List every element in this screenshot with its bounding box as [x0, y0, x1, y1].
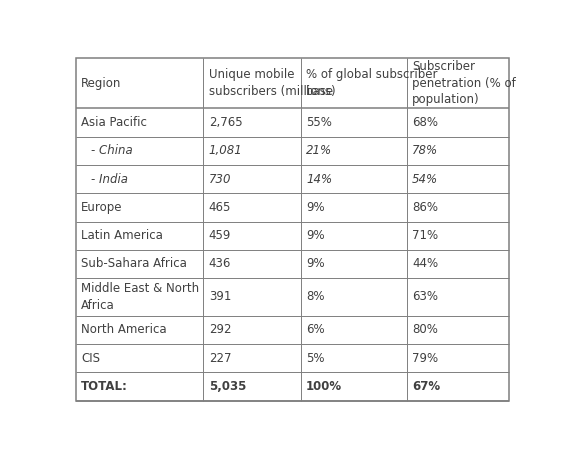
Text: 292: 292: [209, 323, 231, 336]
Text: Region: Region: [81, 77, 121, 90]
Text: Sub-Sahara Africa: Sub-Sahara Africa: [81, 257, 187, 271]
Text: Europe: Europe: [81, 201, 123, 214]
Text: 1,081: 1,081: [209, 144, 242, 157]
Text: 100%: 100%: [306, 380, 342, 393]
Text: 8%: 8%: [306, 291, 324, 303]
Text: 9%: 9%: [306, 229, 325, 242]
Text: 68%: 68%: [412, 116, 438, 129]
Text: Middle East & North
Africa: Middle East & North Africa: [81, 282, 199, 311]
Text: % of global subscriber
base: % of global subscriber base: [306, 69, 438, 98]
Text: 14%: 14%: [306, 173, 332, 186]
Text: 730: 730: [209, 173, 231, 186]
Text: 6%: 6%: [306, 323, 325, 336]
Text: - India: - India: [91, 173, 128, 186]
Text: 86%: 86%: [412, 201, 438, 214]
Text: 391: 391: [209, 291, 231, 303]
Text: 67%: 67%: [412, 380, 440, 393]
Text: 79%: 79%: [412, 352, 438, 365]
Text: 2,765: 2,765: [209, 116, 242, 129]
Text: 44%: 44%: [412, 257, 438, 271]
Text: 55%: 55%: [306, 116, 332, 129]
Text: Subscriber
penetration (% of
population): Subscriber penetration (% of population): [412, 60, 516, 106]
Text: Asia Pacific: Asia Pacific: [81, 116, 147, 129]
Text: 465: 465: [209, 201, 231, 214]
Text: 5%: 5%: [306, 352, 324, 365]
Text: TOTAL:: TOTAL:: [81, 380, 128, 393]
Text: 9%: 9%: [306, 257, 325, 271]
Text: North America: North America: [81, 323, 166, 336]
Text: 227: 227: [209, 352, 231, 365]
Text: Unique mobile
subscribers (millions): Unique mobile subscribers (millions): [209, 69, 335, 98]
Text: CIS: CIS: [81, 352, 100, 365]
Text: 21%: 21%: [306, 144, 332, 157]
Text: 71%: 71%: [412, 229, 438, 242]
Text: 54%: 54%: [412, 173, 438, 186]
Text: 436: 436: [209, 257, 231, 271]
Text: 459: 459: [209, 229, 231, 242]
Text: 63%: 63%: [412, 291, 438, 303]
Text: Latin America: Latin America: [81, 229, 163, 242]
Text: - China: - China: [91, 144, 132, 157]
Text: 9%: 9%: [306, 201, 325, 214]
Text: 78%: 78%: [412, 144, 438, 157]
Text: 80%: 80%: [412, 323, 438, 336]
Text: 5,035: 5,035: [209, 380, 246, 393]
